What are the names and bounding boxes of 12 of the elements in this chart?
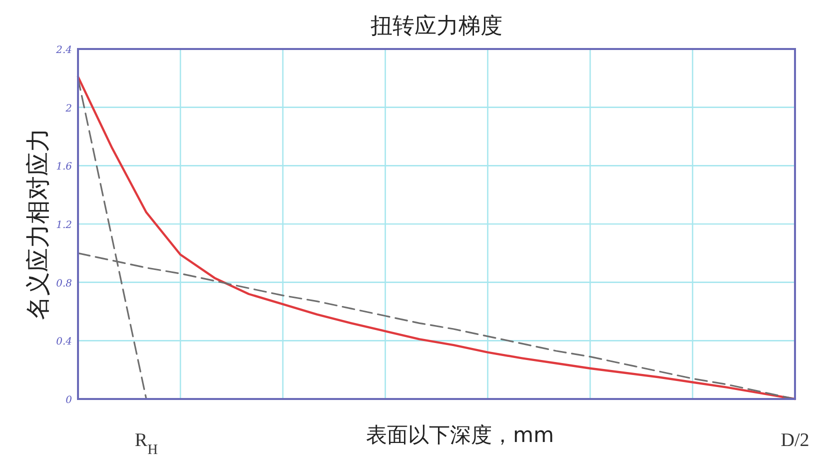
y-tick-label: 2.4 [55, 45, 72, 56]
y-tick-label: 0 [66, 395, 73, 406]
y-axis-title: 名义应力相对应力 [24, 128, 52, 320]
y-tick-label: 1.2 [56, 220, 72, 231]
chart-title: 扭转应力梯度 [370, 14, 502, 39]
x-tick-label: R$_{H}$ [134, 430, 158, 455]
y-tick-label: 1.6 [56, 162, 73, 173]
x-axis-title: 表面以下深度，mm [366, 423, 554, 447]
y-tick-label: 0.4 [56, 336, 72, 348]
y-tick-label: 0.8 [56, 278, 72, 290]
y-tick-label: 2 [64, 103, 72, 114]
x-tick-label: D/2 [780, 430, 810, 451]
